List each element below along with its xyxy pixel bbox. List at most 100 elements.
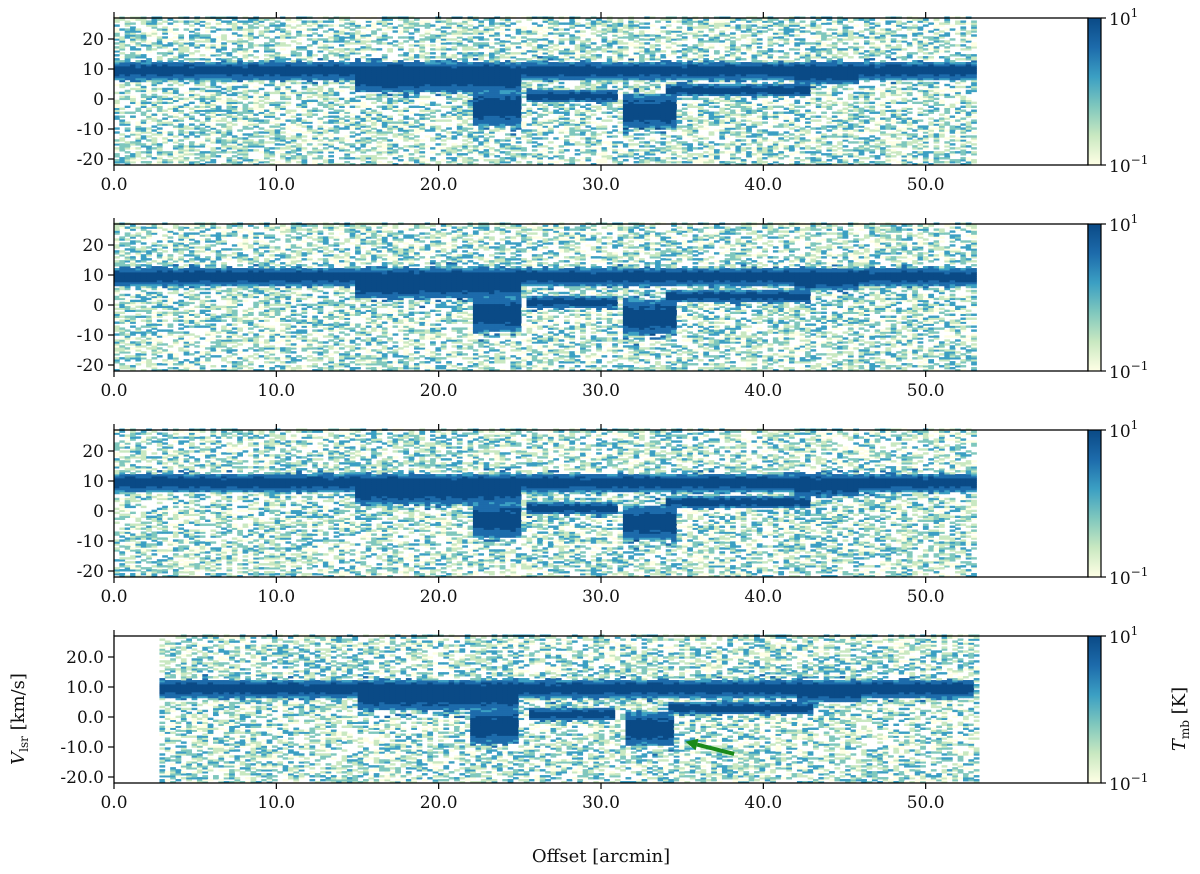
heatmap-cell <box>559 149 565 151</box>
heatmap-cell <box>414 40 420 42</box>
heatmap-cell <box>575 62 581 64</box>
heatmap-cell <box>125 82 131 84</box>
heatmap-cell <box>446 54 452 56</box>
heatmap-cell <box>639 26 645 28</box>
heatmap-cell <box>435 94 441 96</box>
heatmap-cell <box>559 129 565 131</box>
heatmap-cell <box>435 161 441 163</box>
heatmap-cell <box>125 112 131 114</box>
heatmap-cell <box>612 157 618 159</box>
heatmap-cell <box>484 60 490 62</box>
heatmap-cell <box>328 60 334 62</box>
heatmap-cell <box>607 90 613 92</box>
heatmap-cell <box>618 18 624 20</box>
heatmap-cell <box>618 121 624 123</box>
heatmap-cell <box>264 54 270 56</box>
heatmap-cell <box>135 147 141 149</box>
heatmap-cell <box>210 62 216 64</box>
heatmap-cell <box>634 133 640 135</box>
heatmap-cell <box>634 32 640 34</box>
heatmap-cell <box>553 110 559 112</box>
heatmap-cell <box>194 157 200 159</box>
heatmap-cell <box>553 137 559 139</box>
heatmap-cell <box>591 48 597 50</box>
heatmap-cell <box>318 143 324 145</box>
heatmap-cell <box>628 149 634 151</box>
heatmap-cell <box>237 133 243 135</box>
heatmap-cell <box>601 147 607 149</box>
heatmap-cell <box>382 42 388 44</box>
heatmap-cell <box>296 52 302 54</box>
heatmap-cell <box>216 44 222 46</box>
heatmap-cell <box>516 52 522 54</box>
heatmap-cell <box>227 137 233 139</box>
heatmap-cell <box>457 52 463 54</box>
heatmap-cell <box>302 155 308 157</box>
heatmap-cell <box>253 50 259 52</box>
heatmap-cells <box>114 17 977 166</box>
heatmap-cell <box>350 28 356 30</box>
heatmap-cell <box>494 22 500 24</box>
heatmap-cell <box>130 46 136 48</box>
heatmap-cell <box>382 102 388 104</box>
heatmap-cell <box>575 110 581 112</box>
heatmap-cell <box>446 112 452 114</box>
heatmap-cell <box>269 18 275 20</box>
heatmap-cell <box>473 42 479 44</box>
heatmap-cell <box>559 112 565 114</box>
heatmap-cell <box>280 119 286 121</box>
heatmap-cell <box>253 90 259 92</box>
heatmap-cell <box>521 90 527 92</box>
heatmap-cell <box>478 30 484 32</box>
heatmap-cell <box>152 157 158 159</box>
heatmap-cell <box>184 28 190 30</box>
heatmap-cell <box>403 121 409 123</box>
heatmap-cell <box>628 139 634 141</box>
heatmap-cell <box>323 147 329 149</box>
heatmap-cell <box>173 88 179 90</box>
heatmap-cell <box>216 137 222 139</box>
heatmap-cell <box>473 52 479 54</box>
heatmap-cell <box>596 117 602 119</box>
heatmap-cell <box>457 40 463 42</box>
heatmap-cell <box>285 102 291 104</box>
heatmap-cell <box>623 92 629 94</box>
heatmap-cell <box>585 38 591 40</box>
heatmap-cell <box>210 30 216 32</box>
heatmap-cell <box>618 112 624 114</box>
heatmap-cell <box>580 157 586 159</box>
heatmap-cell <box>441 159 447 161</box>
heatmap-cell <box>130 62 136 64</box>
heatmap-cell <box>537 24 543 26</box>
heatmap-cell <box>489 50 495 52</box>
heatmap-cell <box>516 26 522 28</box>
heatmap-cell <box>559 56 565 58</box>
heatmap-cell <box>334 137 340 139</box>
heatmap-cell <box>569 104 575 106</box>
heatmap-cell <box>173 151 179 153</box>
heatmap-cell <box>430 98 436 100</box>
heatmap-cell <box>634 50 640 52</box>
heatmap-cell <box>221 52 227 54</box>
heatmap-cell <box>157 119 163 121</box>
heatmap-cell <box>344 116 350 118</box>
heatmap-cell <box>484 54 490 56</box>
heatmap-cell <box>371 98 377 100</box>
heatmap-cell <box>221 42 227 44</box>
heatmap-cell <box>505 38 511 40</box>
heatmap-cell <box>425 20 431 22</box>
heatmap-cell <box>371 94 377 96</box>
heatmap-cell <box>135 42 141 44</box>
heatmap-cell <box>628 94 634 96</box>
heatmap-cell <box>119 56 125 58</box>
heatmap-cell <box>457 145 463 147</box>
heatmap-cell <box>393 121 399 123</box>
heatmap-cell <box>189 108 195 110</box>
heatmap-cell <box>591 42 597 44</box>
heatmap-cell <box>334 48 340 50</box>
heatmap-cell <box>575 121 581 123</box>
heatmap-cell <box>323 137 329 139</box>
heatmap-cell <box>253 44 259 46</box>
heatmap-cell <box>462 157 468 159</box>
heatmap-cell <box>382 116 388 118</box>
